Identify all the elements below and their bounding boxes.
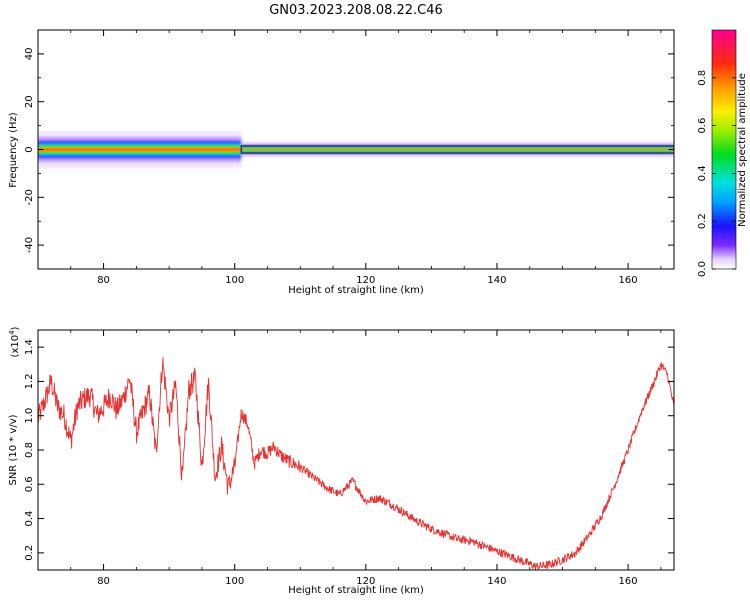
snr-x-tick-label: 100 bbox=[225, 576, 244, 587]
colorbar-tick-label: 0.0 bbox=[697, 261, 708, 277]
snr-x-tick-label: 160 bbox=[619, 576, 638, 587]
colorbar-label: Normalized spectral amplitude bbox=[737, 73, 748, 227]
spectrogram-band-outline bbox=[240, 145, 674, 154]
colorbar-tick-label: 0.4 bbox=[697, 165, 708, 181]
snr-y-multiplier-base: (x10 bbox=[10, 335, 21, 358]
snr-y-multiplier: (x104) bbox=[8, 326, 21, 357]
snr-x-tick-label: 140 bbox=[487, 576, 506, 587]
snr-y-tick-label: 1.4 bbox=[24, 339, 35, 355]
snr-y-tick-label: 1.2 bbox=[24, 373, 35, 389]
spectrogram-y-label: Frequency (Hz) bbox=[8, 112, 19, 188]
snr-series-line bbox=[38, 357, 674, 570]
spectrogram-x-axis: 80 100 120 140 160 bbox=[37, 30, 662, 286]
spectrogram-y-tick-label: -40 bbox=[24, 237, 35, 253]
snr-y-multiplier-close: ) bbox=[10, 326, 21, 330]
snr-y-tick-label: 0.2 bbox=[24, 545, 35, 561]
spectrogram-y-tick-label: 20 bbox=[24, 95, 35, 108]
snr-y-label: SNR (10 * v/v) bbox=[8, 414, 19, 485]
spectrogram-y-tick-label: 40 bbox=[24, 48, 35, 61]
spectrogram-x-tick-label: 80 bbox=[97, 275, 110, 286]
snr-y-tick-label: 0.6 bbox=[24, 476, 35, 492]
spectrogram-panel: 80 100 120 140 160 -40 -20 0 20 40 Height of str… bbox=[8, 29, 675, 296]
spectrogram-y-tick-label: 0 bbox=[24, 146, 35, 152]
spectrogram-y-tick-label: -20 bbox=[24, 189, 35, 205]
spectrogram-x-tick-label: 160 bbox=[619, 275, 638, 286]
snr-x-tick-label: 120 bbox=[356, 576, 375, 587]
colorbar-tick-label: 0.6 bbox=[697, 118, 708, 134]
figure-title: GN03.2023.208.08.22.C46 bbox=[269, 3, 443, 18]
colorbar-ticks: 0.0 0.2 0.4 0.6 0.8 bbox=[697, 70, 736, 277]
spectrogram-x-tick-label: 120 bbox=[356, 275, 375, 286]
snr-y-tick-label: 1.0 bbox=[24, 408, 35, 424]
colorbar: 0.0 0.2 0.4 0.6 0.8 Normalized spectral ampl… bbox=[697, 29, 748, 277]
snr-panel: 80 100 120 140 160 0.2 0.4 0.6 0.8 1.0 1.2 1.4 Hei… bbox=[8, 326, 675, 596]
colorbar-tick-label: 0.8 bbox=[697, 70, 708, 86]
colorbar-gradient bbox=[711, 29, 737, 270]
spectrogram-x-tick-label: 140 bbox=[487, 275, 506, 286]
snr-frame bbox=[37, 329, 675, 571]
spectrogram-band-layer bbox=[241, 149, 674, 150]
snr-x-tick-label: 80 bbox=[97, 576, 110, 587]
spectrogram-band bbox=[38, 131, 674, 168]
snr-x-label: Height of straight line (km) bbox=[288, 585, 424, 596]
snr-x-axis: 80 100 120 140 160 bbox=[37, 330, 662, 587]
spectrogram-band-layer bbox=[38, 148, 242, 151]
spectrogram-x-tick-label: 100 bbox=[225, 275, 244, 286]
snr-y-multiplier-exponent: 4 bbox=[8, 330, 16, 335]
snr-y-tick-label: 0.4 bbox=[24, 511, 35, 527]
snr-y-axis: 0.2 0.4 0.6 0.8 1.0 1.2 1.4 bbox=[24, 339, 674, 561]
snr-y-tick-label: 0.8 bbox=[24, 442, 35, 458]
colorbar-tick-label: 0.2 bbox=[697, 213, 708, 229]
spectrogram-y-axis: -40 -20 0 20 40 bbox=[24, 29, 674, 270]
spectrogram-x-label: Height of straight line (km) bbox=[288, 285, 424, 296]
